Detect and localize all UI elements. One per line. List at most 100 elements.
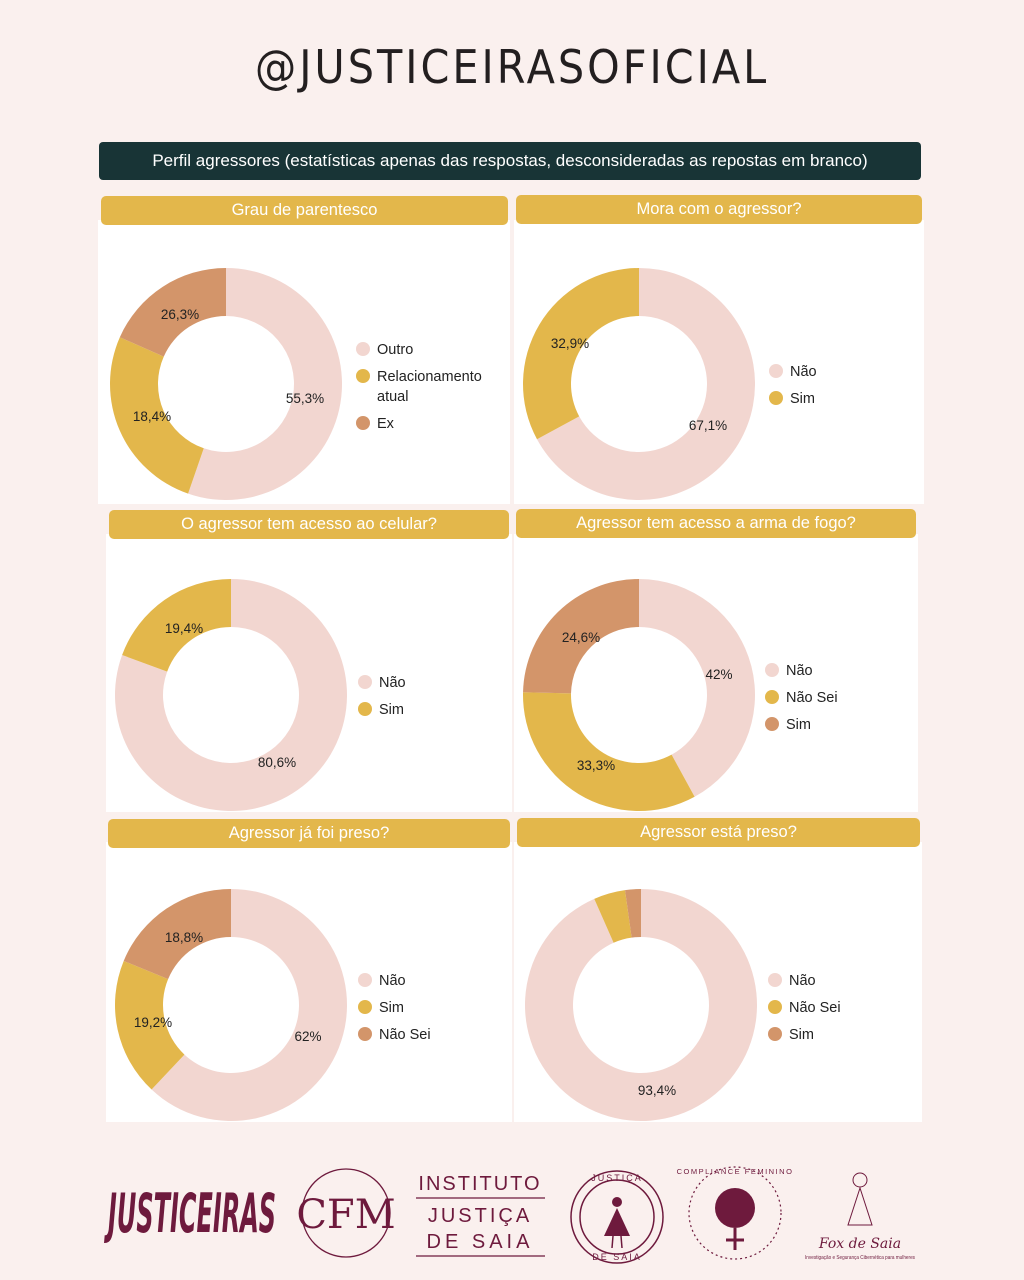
legend-swatch — [769, 364, 783, 378]
logo-justiceiras: JUSTICEIRAS — [104, 1182, 276, 1245]
svg-text:CFM: CFM — [296, 1192, 395, 1238]
legend-label: Sim — [379, 1000, 404, 1016]
legend-swatch — [358, 675, 372, 689]
legend-label: Sim — [790, 391, 815, 407]
legend-item: Sim — [358, 700, 478, 720]
legend-item: Outro — [356, 340, 491, 360]
handle-title: @JUSTICEIRASOFICIAL — [254, 40, 770, 94]
legend-label: Não — [789, 973, 816, 989]
legend-swatch — [769, 391, 783, 405]
legend-swatch — [768, 973, 782, 987]
legend-item: Sim — [358, 998, 478, 1018]
legend-label: Não Sei — [789, 1000, 841, 1016]
legend-esta-preso: Não Não Sei Sim — [768, 971, 888, 1052]
chart-title-celular: O agressor tem acesso ao celular? — [109, 510, 509, 539]
svg-text:Investigação e Segurança Ciber: Investigação e Segurança Cibernética par… — [805, 1255, 915, 1261]
legend-label: Sim — [786, 717, 811, 733]
legend-label: Não — [790, 364, 817, 380]
legend-swatch — [356, 416, 370, 430]
legend-item: Relacionamento atual — [356, 367, 491, 407]
legend-label: Outro — [377, 342, 414, 358]
slice-value-label: 26,3% — [161, 307, 199, 322]
donut-slice-outro — [188, 268, 343, 501]
chart-title-ja-preso: Agressor já foi preso? — [108, 819, 510, 848]
legend-ja-preso: Não Sim Não Sei — [358, 971, 478, 1052]
slice-value-label: 55,3% — [286, 391, 324, 406]
legend-item: Não Sei — [768, 998, 888, 1018]
chart-title-esta-preso: Agressor está preso? — [517, 818, 920, 847]
legend-item: Não — [358, 971, 478, 991]
svg-text:COMPLIANCE FEMININO: COMPLIANCE FEMININO — [677, 1167, 794, 1176]
partner-logos: JUSTICEIRAS CFM INSTITUTO JUSTIÇA DE SAI… — [104, 1166, 915, 1264]
legend-label: Sim — [789, 1027, 814, 1043]
donut-slice-não — [115, 579, 348, 811]
legend-swatch — [356, 342, 370, 356]
legend-swatch — [768, 1027, 782, 1041]
legend-swatch — [358, 973, 372, 987]
donut-slice-não-sei — [123, 889, 231, 980]
legend-label: Ex — [377, 416, 394, 432]
legend-swatch — [768, 1000, 782, 1014]
legend-item: Sim — [769, 389, 889, 409]
legend-mora: Não Sim — [769, 362, 889, 416]
chart-title-arma: Agressor tem acesso a arma de fogo? — [516, 509, 916, 538]
slice-value-label: 42% — [705, 667, 732, 682]
legend-item: Não — [768, 971, 888, 991]
legend-item: Sim — [765, 715, 885, 735]
logo-monogram: CFM — [296, 1168, 396, 1258]
slice-value-label: 33,3% — [577, 758, 615, 773]
donut-slice-não — [536, 268, 755, 501]
donut-slice-relacionamento-atual — [110, 337, 204, 494]
legend-swatch — [358, 1027, 372, 1041]
slice-value-label: 67,1% — [689, 418, 727, 433]
legend-item: Não Sei — [765, 688, 885, 708]
logo-compliance-feminino: COMPLIANCE FEMININO — [677, 1166, 794, 1260]
legend-swatch — [358, 1000, 372, 1014]
donut-slice-ex — [119, 268, 226, 357]
legend-swatch — [356, 369, 370, 383]
slice-value-label: 19,4% — [165, 621, 203, 636]
slice-value-label: 32,9% — [551, 336, 589, 351]
donut-slice-não — [151, 889, 348, 1121]
legend-item: Ex — [356, 414, 491, 434]
logo-fox-de-saia: Fox de Saia Investigação e Segurança Cib… — [805, 1172, 915, 1261]
slice-value-label: 18,8% — [165, 930, 203, 945]
legend-label: Não — [379, 675, 406, 691]
svg-text:JUSTIÇA: JUSTIÇA — [428, 1205, 532, 1227]
donut-slice-não-sei — [523, 692, 695, 811]
legend-label: Relacionamento atual — [377, 369, 482, 405]
legend-celular: Não Sim — [358, 673, 478, 727]
chart-title-parentesco: Grau de parentesco — [101, 196, 508, 225]
legend-arma: Não Não Sei Sim — [765, 661, 885, 742]
legend-item: Não — [765, 661, 885, 681]
donut-slice-sim — [122, 579, 231, 672]
legend-item: Não Sei — [358, 1025, 478, 1045]
slice-value-label: 93,4% — [638, 1083, 676, 1098]
slice-value-label: 19,2% — [134, 1015, 172, 1030]
legend-swatch — [358, 702, 372, 716]
donut-slice-sim — [523, 579, 639, 694]
donut-slice-não-sei — [594, 890, 632, 943]
legend-item: Sim — [768, 1025, 888, 1045]
legend-label: Não — [786, 663, 813, 679]
legend-swatch — [765, 663, 779, 677]
slice-value-label: 18,4% — [133, 409, 171, 424]
logo-instituto: INSTITUTO JUSTIÇA DE SAIA — [416, 1173, 545, 1257]
svg-text:INSTITUTO: INSTITUTO — [418, 1173, 541, 1195]
legend-swatch — [765, 717, 779, 731]
logo-justica-seal: JUSTIÇA DE SAIA — [570, 1170, 664, 1264]
slice-value-label: 80,6% — [258, 755, 296, 770]
legend-label: Não — [379, 973, 406, 989]
slice-value-label: 24,6% — [562, 630, 600, 645]
chart-title-mora: Mora com o agressor? — [516, 195, 922, 224]
section-banner: Perfil agressores (estatísticas apenas d… — [99, 142, 921, 180]
legend-swatch — [765, 690, 779, 704]
legend-item: Não — [358, 673, 478, 693]
svg-text:Fox de Saia: Fox de Saia — [818, 1236, 901, 1252]
